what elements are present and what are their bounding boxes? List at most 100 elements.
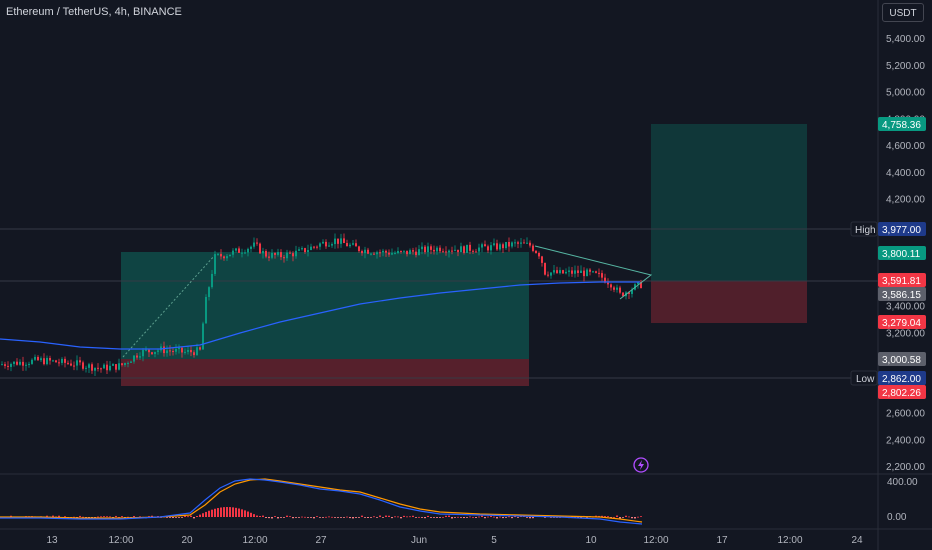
candle-body [487, 246, 489, 251]
time-axis[interactable]: 13 12:00 20 12:00 27 Jun 5 10 12:00 17 12:00 24 [46, 535, 863, 546]
currency-button[interactable]: USDT [882, 3, 924, 22]
candle-body [373, 253, 375, 255]
macd-bar [250, 512, 252, 517]
macd-bar [496, 517, 498, 519]
candle-body [355, 243, 357, 247]
candle-body [193, 352, 195, 356]
candle-body [109, 365, 111, 371]
candle-body [241, 252, 243, 254]
macd-bar [175, 517, 177, 518]
candle-body [556, 270, 558, 274]
price-tick: 4,200.00 [886, 195, 925, 206]
candle-body [403, 250, 405, 252]
candle-body [289, 252, 291, 254]
macd-bar [223, 507, 225, 517]
candle-body [85, 367, 87, 369]
moving-average-line [0, 281, 640, 350]
indicator-tick: 0.00 [887, 512, 907, 523]
macd-bar [304, 516, 306, 518]
candle-body [238, 248, 240, 253]
candle-body [4, 364, 6, 366]
candle-body [493, 243, 495, 246]
time-tick: 10 [585, 535, 597, 546]
candle-body [535, 250, 537, 253]
candle-body [46, 357, 48, 365]
macd-bar [271, 517, 273, 519]
candle-body [295, 250, 297, 257]
macd-bar [391, 517, 393, 519]
candle-body [529, 242, 531, 246]
macd-bar [397, 516, 399, 518]
candle-body [598, 272, 600, 274]
macd-bar [187, 516, 189, 518]
candle-body [274, 252, 276, 255]
candle-body [604, 277, 606, 283]
macd-bar [202, 513, 204, 517]
lightning-icon[interactable] [633, 457, 649, 473]
candle-body [217, 253, 219, 255]
candle-body [418, 249, 420, 256]
projected-profit-zone [651, 124, 807, 281]
time-tick: 12:00 [777, 535, 802, 546]
candle-body [268, 256, 270, 258]
macd-bar [379, 515, 381, 517]
triangle-pattern [534, 245, 653, 300]
macd-bar [586, 517, 588, 518]
macd-bar [109, 516, 111, 518]
macd-bar [316, 516, 318, 517]
candle-body [319, 243, 321, 247]
candle-body [22, 361, 24, 366]
candle-body [301, 248, 303, 250]
macd-bar [46, 515, 48, 517]
breakout-dotted-line [122, 254, 216, 358]
svg-text:High: High [855, 225, 876, 236]
macd-bar [205, 511, 207, 517]
candle-body [613, 287, 615, 290]
macd-bar [151, 515, 153, 517]
macd-bar [346, 516, 348, 518]
candle-body [142, 349, 144, 357]
macd-bar [550, 517, 552, 518]
macd-bar [295, 517, 297, 518]
candle-body [589, 269, 591, 272]
candle-body [37, 356, 39, 361]
candle-body [457, 249, 459, 253]
svg-text:3,591.81: 3,591.81 [882, 276, 921, 287]
time-tick: 12:00 [643, 535, 668, 546]
candle-body [229, 254, 231, 257]
macd-bar [253, 514, 255, 517]
candle-body [460, 246, 462, 253]
macd-bar [625, 515, 627, 517]
candle-body [550, 272, 552, 276]
candle-body [433, 249, 435, 252]
macd-bar [493, 516, 495, 518]
candle-body [178, 347, 180, 350]
macd-bar [280, 517, 282, 518]
candle-body [214, 254, 216, 274]
price-tick: 5,200.00 [886, 61, 925, 72]
candle-body [610, 284, 612, 288]
macd-bar [544, 517, 546, 518]
candle-body [172, 351, 174, 353]
candle-body [82, 362, 84, 369]
macd-bar [220, 507, 222, 517]
candle-body [448, 250, 450, 253]
macd-bar [439, 517, 441, 518]
candle-body [325, 241, 327, 247]
candle-body [409, 250, 411, 255]
macd-bar [367, 517, 369, 518]
history-loss-zone [121, 359, 529, 386]
time-tick: 17 [716, 535, 728, 546]
macd-bar [532, 517, 534, 519]
candle-body [631, 289, 633, 294]
price-tick: 2,400.00 [886, 435, 925, 446]
candle-body [511, 242, 513, 247]
macd-bar [97, 516, 99, 518]
candle-body [331, 244, 333, 246]
macd-bar [208, 510, 210, 517]
candle-body [523, 242, 525, 244]
macd-bar [247, 511, 249, 517]
macd-bar [349, 517, 351, 519]
candle-body [247, 248, 249, 253]
